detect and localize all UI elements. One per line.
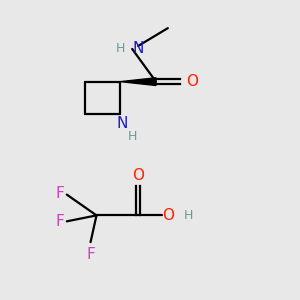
Text: H: H [184,209,194,222]
Text: O: O [132,168,144,183]
Text: F: F [55,186,64,201]
Text: F: F [55,214,64,229]
Text: H: H [128,130,137,143]
Text: F: F [86,247,95,262]
Text: N: N [132,41,143,56]
Text: O: O [186,74,198,89]
Text: N: N [116,116,128,131]
Polygon shape [120,78,156,86]
Text: O: O [163,208,175,223]
Text: H: H [116,42,125,56]
